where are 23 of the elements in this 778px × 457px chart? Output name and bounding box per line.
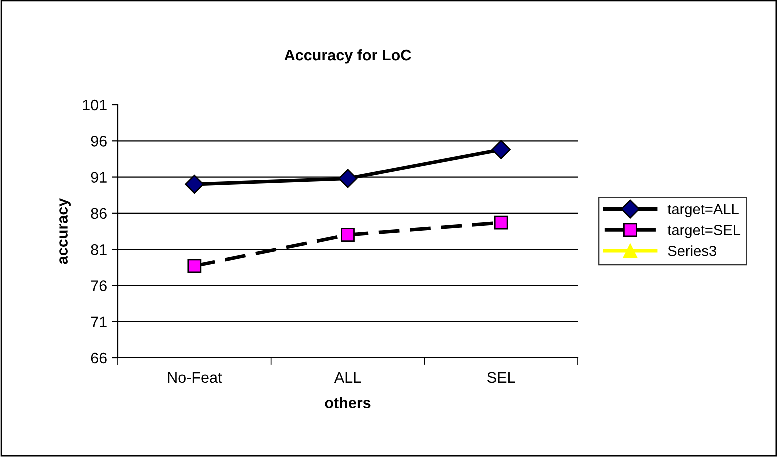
x-tick-label: No-Feat (168, 372, 222, 384)
x-tick-label: SEL (488, 372, 516, 384)
y-tick-label: 76 (91, 280, 107, 292)
y-tick-label: 81 (91, 244, 107, 256)
y-tick-label: 86 (91, 208, 107, 220)
legend-label: target=SEL (668, 225, 741, 238)
x-axis-title: others (325, 397, 371, 408)
y-tick-label: 91 (91, 172, 107, 183)
y-tick-label: 71 (91, 316, 107, 328)
y-axis-title: accuracy (60, 198, 71, 264)
point (338, 169, 358, 188)
point (492, 140, 511, 160)
point (185, 174, 204, 194)
x-tick-label: ALL (334, 372, 362, 383)
y-tick-label: 66 (91, 352, 107, 364)
chart-title: Accuracy for LoC (284, 49, 412, 64)
point (188, 259, 202, 274)
legend-label: Series3 (668, 246, 716, 256)
y-tick-label: 101 (83, 100, 107, 111)
point (494, 216, 508, 230)
legend-label: target=ALL (668, 204, 739, 218)
point (341, 228, 355, 242)
y-tick-label: 96 (91, 136, 107, 147)
